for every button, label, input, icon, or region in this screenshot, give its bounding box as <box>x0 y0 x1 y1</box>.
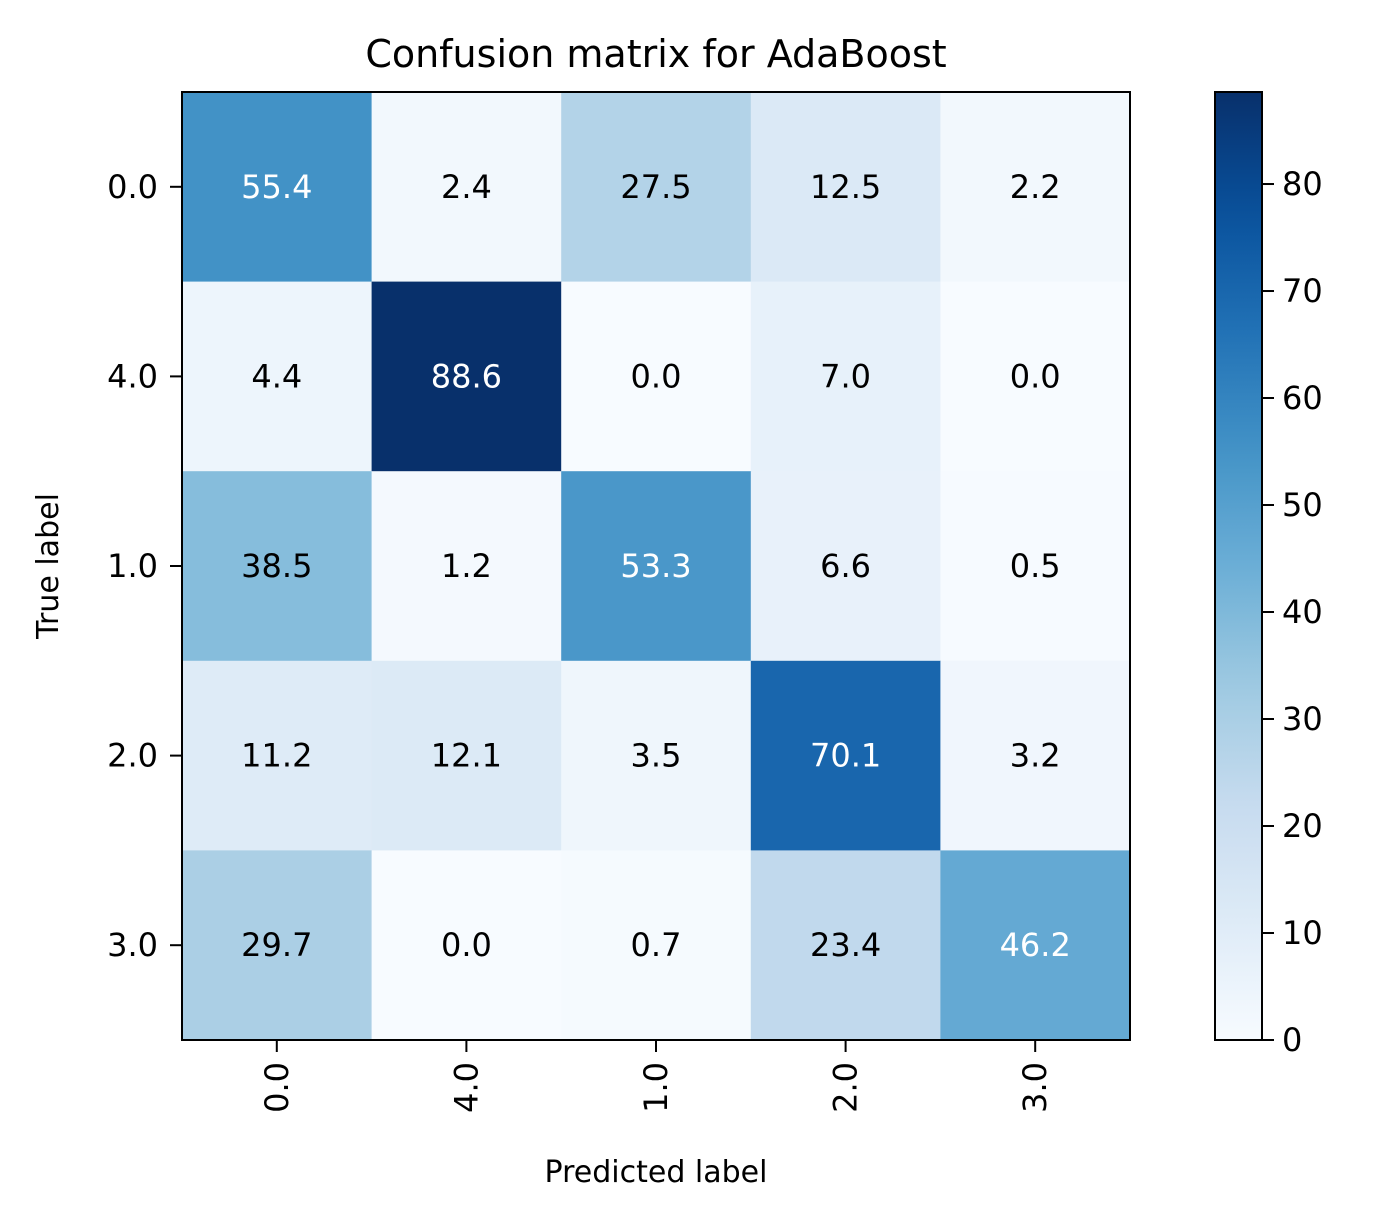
heatmap-cell <box>182 92 373 283</box>
colorbar-tick-label: 80 <box>1282 165 1323 203</box>
cell-value-label: 0.0 <box>441 926 492 964</box>
chart-title: Confusion matrix for AdaBoost <box>365 32 946 76</box>
x-axis-ticks: 0.0 4.0 1.0 2.0 3.0 <box>258 1040 1054 1113</box>
cell-value-label: 0.5 <box>1010 547 1061 585</box>
heatmap-cell <box>750 850 941 1041</box>
heatmap-cell <box>182 660 373 851</box>
heatmap-cell <box>561 92 752 283</box>
colorbar-tick-label: 10 <box>1282 914 1323 952</box>
cell-value-label: 55.4 <box>241 168 312 206</box>
heatmap-cell <box>940 281 1131 472</box>
x-tick-label: 0.0 <box>258 1062 296 1113</box>
cell-value-label: 88.6 <box>431 357 502 395</box>
colorbar-ticks: 0 10 20 30 40 50 60 70 80 <box>1262 165 1323 1059</box>
colorbar-tick-label: 20 <box>1282 807 1323 845</box>
cell-value-label: 70.1 <box>810 737 881 775</box>
x-tick-label: 1.0 <box>637 1062 675 1113</box>
x-axis-label: Predicted label <box>545 1155 768 1190</box>
heatmap-cell <box>750 92 941 283</box>
heatmap-cell <box>371 850 562 1041</box>
cell-value-label: 11.2 <box>241 737 312 775</box>
heatmap-cell <box>561 850 752 1041</box>
cell-value-label: 7.0 <box>820 357 871 395</box>
cell-value-label: 6.6 <box>820 547 871 585</box>
colorbar-tick-label: 30 <box>1282 700 1323 738</box>
cell-value-label: 29.7 <box>241 926 312 964</box>
heatmap-cell <box>940 92 1131 283</box>
cell-value-label: 12.5 <box>810 168 881 206</box>
heatmap-cell <box>561 471 752 662</box>
y-tick-label: 2.0 <box>107 737 158 775</box>
cell-value-label: 0.7 <box>631 926 682 964</box>
colorbar-tick-label: 0 <box>1282 1021 1302 1059</box>
heatmap-cell <box>182 281 373 472</box>
colorbar-tick-label: 50 <box>1282 486 1323 524</box>
cell-value-label: 4.4 <box>251 357 302 395</box>
heatmap-cell <box>371 92 562 283</box>
cell-value-label: 0.0 <box>631 357 682 395</box>
y-axis-label: True label <box>31 493 66 640</box>
heatmap-cell <box>371 281 562 472</box>
y-tick-label: 1.0 <box>107 547 158 585</box>
cell-value-label: 1.2 <box>441 547 492 585</box>
cell-value-label: 38.5 <box>241 547 312 585</box>
cell-value-label: 12.1 <box>431 737 502 775</box>
colorbar-tick-label: 40 <box>1282 593 1323 631</box>
cell-value-label: 0.0 <box>1010 357 1061 395</box>
y-tick-label: 3.0 <box>107 926 158 964</box>
heatmap-cell <box>371 660 562 851</box>
cell-value-label: 3.2 <box>1010 737 1061 775</box>
cell-value-label: 46.2 <box>1000 926 1071 964</box>
colorbar <box>1214 91 1263 1041</box>
x-tick-label: 4.0 <box>447 1062 485 1113</box>
colorbar-tick-label: 60 <box>1282 379 1323 417</box>
heatmap-cells <box>182 92 1131 1041</box>
y-tick-label: 0.0 <box>107 168 158 206</box>
heatmap-cell-labels: 55.4 2.4 27.5 12.5 2.2 4.4 88.6 0.0 7.0 0.0 38.5 1.… <box>241 168 1071 964</box>
cell-value-label: 3.5 <box>631 737 682 775</box>
colorbar-tick-label: 70 <box>1282 272 1323 310</box>
heatmap-cell <box>750 471 941 662</box>
cell-value-label: 27.5 <box>620 168 691 206</box>
heatmap-cell <box>182 471 373 662</box>
cell-value-label: 2.2 <box>1010 168 1061 206</box>
heatmap-cell <box>940 471 1131 662</box>
heatmap-cell <box>561 281 752 472</box>
cell-value-label: 2.4 <box>441 168 492 206</box>
heatmap-cell <box>750 660 941 851</box>
heatmap-cell <box>940 850 1131 1041</box>
heatmap-cell <box>371 471 562 662</box>
x-tick-label: 3.0 <box>1016 1062 1054 1113</box>
heatmap-cell <box>182 850 373 1041</box>
y-tick-label: 4.0 <box>107 357 158 395</box>
cell-value-label: 53.3 <box>620 547 691 585</box>
heatmap-cell <box>561 660 752 851</box>
cell-value-label: 23.4 <box>810 926 881 964</box>
y-axis-ticks: 0.0 4.0 1.0 2.0 3.0 <box>107 168 182 964</box>
heatmap-cell <box>940 660 1131 851</box>
x-tick-label: 2.0 <box>827 1062 865 1113</box>
heatmap-cell <box>750 281 941 472</box>
